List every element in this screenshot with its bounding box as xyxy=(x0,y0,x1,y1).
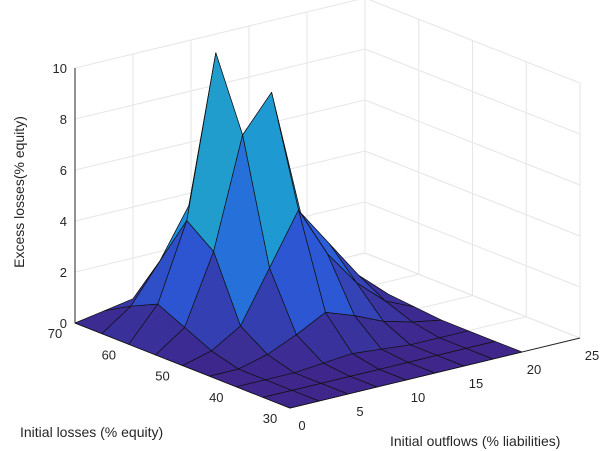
z-tick-label: 8 xyxy=(60,112,67,127)
x-tick-label: 0 xyxy=(298,418,305,433)
z-tick-label: 4 xyxy=(60,214,67,229)
z-tick-label: 10 xyxy=(53,61,67,76)
y-axis-label: Initial losses (% equity) xyxy=(20,424,163,440)
x-tick-label: 20 xyxy=(527,362,541,377)
grid-line xyxy=(74,0,359,69)
x-tick-label: 10 xyxy=(411,390,425,405)
surface xyxy=(74,52,523,409)
y-tick-label: 40 xyxy=(209,390,223,405)
y-tick-label: 30 xyxy=(263,411,277,426)
z-tick-label: 2 xyxy=(60,265,67,280)
grid-line xyxy=(364,48,581,135)
x-axis-label: Initial outflows (% liabilities) xyxy=(390,433,560,449)
grid-line xyxy=(364,99,581,186)
x-tick-label: 5 xyxy=(356,404,363,419)
z-tick-label: 0 xyxy=(60,316,67,331)
x-tick-label: 25 xyxy=(585,348,599,363)
z-axis-label: Excess losses(% equity) xyxy=(11,116,27,268)
z-tick-label: 6 xyxy=(60,163,67,178)
y-tick-label: 60 xyxy=(102,347,116,362)
y-tick-label: 50 xyxy=(155,369,169,384)
grid-line xyxy=(364,201,581,288)
grid-line xyxy=(364,150,581,237)
grid-line xyxy=(368,0,581,84)
y-tick-label: 70 xyxy=(48,326,62,341)
x-tick-label: 15 xyxy=(469,376,483,391)
surface-patch xyxy=(262,390,320,409)
